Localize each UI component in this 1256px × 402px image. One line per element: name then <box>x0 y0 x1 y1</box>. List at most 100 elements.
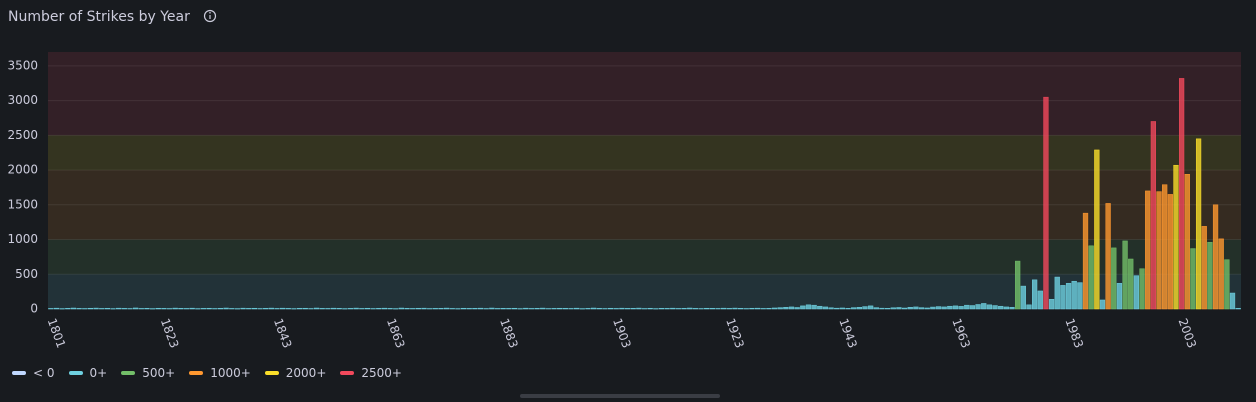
bar <box>166 308 173 310</box>
bar <box>460 307 467 310</box>
legend-item[interactable]: 0+ <box>68 366 107 380</box>
bar <box>1179 78 1185 310</box>
bar <box>817 305 823 310</box>
bar <box>568 308 574 310</box>
bar <box>721 307 727 310</box>
legend-swatch <box>12 371 26 375</box>
x-tick-label: 1863 <box>384 316 408 349</box>
threshold-band <box>48 135 1241 171</box>
bar <box>82 308 88 310</box>
y-tick-label: 2000 <box>7 163 38 177</box>
x-tick-label: 1963 <box>949 316 973 349</box>
y-tick-label: 500 <box>15 267 38 281</box>
bar <box>1173 164 1179 310</box>
bar <box>483 308 489 310</box>
bar <box>421 307 427 310</box>
bar <box>862 306 868 310</box>
legend-swatch <box>189 371 204 375</box>
bar <box>1224 259 1230 310</box>
bar <box>1122 240 1128 310</box>
bar <box>1037 290 1043 310</box>
panel-title: Number of Strikes by Year <box>8 9 190 25</box>
bar <box>330 307 337 310</box>
bar <box>715 308 721 310</box>
legend-label: 2000+ <box>285 366 327 380</box>
bar <box>183 308 190 310</box>
bar <box>149 308 156 310</box>
bar <box>466 308 472 310</box>
bar <box>545 308 552 310</box>
bar <box>969 305 976 310</box>
bar <box>771 307 778 310</box>
bar <box>206 307 212 310</box>
bar <box>1065 283 1072 310</box>
bar <box>234 308 241 310</box>
bar <box>489 307 495 310</box>
bar <box>1150 121 1156 310</box>
legend-label: 2500+ <box>361 366 402 380</box>
bar <box>93 307 99 310</box>
bar <box>347 308 354 310</box>
bar <box>947 305 953 310</box>
bar <box>517 308 523 310</box>
bar <box>630 308 636 310</box>
legend-swatch <box>340 371 355 375</box>
bar <box>336 308 342 310</box>
bar <box>1082 212 1089 310</box>
legend-item[interactable]: 500+ <box>121 366 175 380</box>
legend-item[interactable]: 1000+ <box>189 366 251 380</box>
bar <box>1099 299 1106 310</box>
legend-item[interactable]: < 0 <box>12 366 55 380</box>
bar <box>856 307 862 310</box>
bar <box>455 308 461 310</box>
bar <box>1207 242 1213 310</box>
bar <box>116 307 122 310</box>
bar <box>523 307 529 310</box>
threshold-band <box>48 52 1241 136</box>
bar <box>263 308 269 310</box>
legend-label: < 0 <box>33 366 55 380</box>
bar <box>907 307 913 310</box>
bar <box>964 304 970 310</box>
bar <box>410 308 416 310</box>
bar <box>308 308 314 310</box>
bar <box>1009 307 1015 310</box>
bar <box>1139 268 1145 310</box>
bar <box>1133 275 1140 310</box>
bar <box>551 308 557 310</box>
bar <box>1156 191 1162 310</box>
scrollbar[interactable] <box>520 394 720 398</box>
bar <box>743 308 749 310</box>
bar <box>1054 276 1060 310</box>
bar <box>766 308 772 310</box>
bar <box>562 308 568 310</box>
bar <box>48 308 54 310</box>
bar <box>805 304 812 310</box>
bar <box>1015 260 1021 310</box>
info-icon[interactable] <box>203 9 217 23</box>
bar <box>579 308 585 310</box>
bar <box>619 307 625 310</box>
bar <box>698 308 704 310</box>
bar <box>144 308 150 310</box>
bar <box>1229 292 1236 310</box>
bar <box>506 308 512 310</box>
y-tick-label: 2500 <box>7 128 38 142</box>
bar <box>1128 258 1134 310</box>
bar <box>726 308 732 310</box>
bar <box>195 308 201 310</box>
legend-item[interactable]: 2500+ <box>340 366 402 380</box>
bar <box>754 307 761 310</box>
bar <box>477 307 484 310</box>
bar <box>952 305 959 310</box>
bar <box>511 307 518 310</box>
bar <box>268 307 274 310</box>
bar <box>641 308 648 310</box>
bar <box>901 307 908 310</box>
bar <box>760 308 766 310</box>
bar <box>376 308 382 310</box>
bar <box>274 308 280 310</box>
bar <box>387 308 393 310</box>
legend-item[interactable]: 2000+ <box>264 366 327 380</box>
bar <box>285 308 291 310</box>
